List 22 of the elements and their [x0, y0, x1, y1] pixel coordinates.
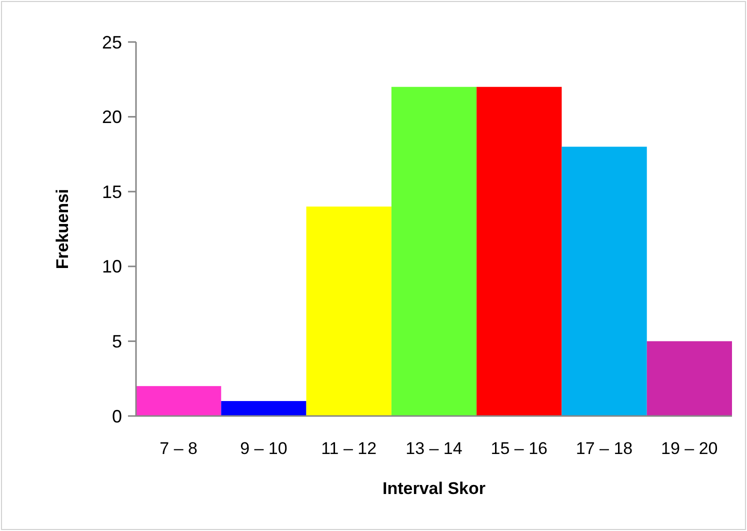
x-tick-label: 19 – 20	[661, 439, 718, 458]
y-tick-label: 0	[112, 406, 122, 426]
y-tick-label: 20	[102, 107, 122, 128]
bar	[306, 206, 392, 416]
x-tick-label: 17 – 18	[576, 439, 633, 458]
bar	[136, 386, 222, 416]
y-tick-label: 10	[102, 256, 122, 277]
y-tick-label: 5	[112, 332, 122, 352]
x-axis-title: Interval Skor	[382, 479, 486, 498]
y-axis-title: Frekuensi	[53, 188, 72, 270]
bar	[476, 86, 562, 416]
x-tick-label: 11 – 12	[321, 439, 377, 458]
bar	[221, 401, 306, 416]
bar	[562, 146, 647, 416]
x-tick-label: 15 – 16	[490, 439, 548, 458]
y-tick-label: 15	[102, 182, 122, 202]
y-tick-label: 25	[102, 32, 122, 52]
bar	[391, 86, 477, 416]
x-tick-label: 7 – 8	[160, 439, 198, 458]
x-tick-label: 13 – 14	[406, 439, 462, 458]
x-tick-label: 9 – 10	[240, 439, 288, 458]
bar	[646, 341, 732, 416]
